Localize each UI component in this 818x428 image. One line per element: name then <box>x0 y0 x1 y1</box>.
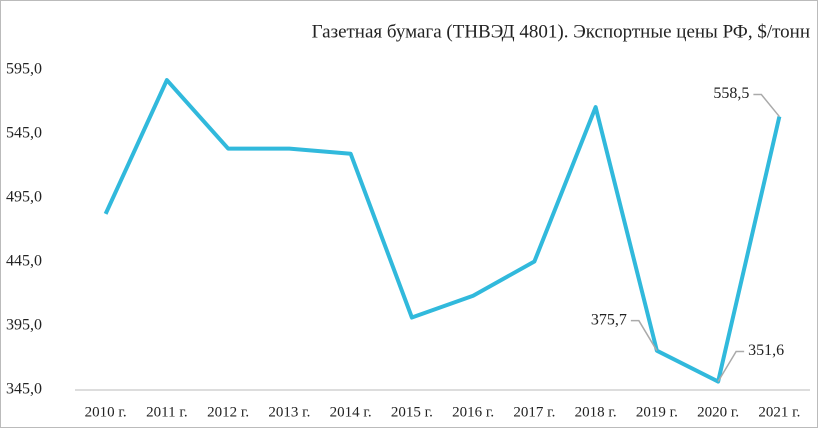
x-tick-label: 2018 г. <box>575 404 617 420</box>
x-tick-label: 2020 г. <box>697 404 739 420</box>
x-tick-label: 2011 г. <box>146 404 187 420</box>
x-tick-label: 2010 г. <box>85 404 127 420</box>
line <box>103 78 782 384</box>
x-tick-label: 2015 г. <box>391 404 433 420</box>
x-tick-label: 2013 г. <box>268 404 310 420</box>
y-tick-label: 545,0 <box>6 125 42 142</box>
x-tick-label: 2014 г. <box>330 404 372 420</box>
chart-title: Газетная бумага (ТНВЭД 4801). Экспортные… <box>312 21 810 42</box>
data-label: 351,6 <box>748 342 784 359</box>
leader-line <box>630 319 658 352</box>
x-tick-label: 2019 г. <box>636 404 678 420</box>
data-label: 375,7 <box>591 311 627 328</box>
y-tick-label: 395,0 <box>6 317 42 334</box>
y-tick-label: 495,0 <box>6 189 42 206</box>
leader-line <box>717 350 745 382</box>
x-tick-label: 2017 г. <box>513 404 555 420</box>
y-tick-label: 345,0 <box>6 381 42 398</box>
y-tick-label: 595,0 <box>6 60 42 77</box>
x-tick-label: 2016 г. <box>452 404 494 420</box>
data-label: 558,5 <box>713 85 749 102</box>
x-tick-label: 2021 г. <box>758 404 800 420</box>
x-tick-label: 2012 г. <box>207 404 249 420</box>
y-tick-label: 445,0 <box>6 253 42 270</box>
leader-line <box>753 93 780 118</box>
